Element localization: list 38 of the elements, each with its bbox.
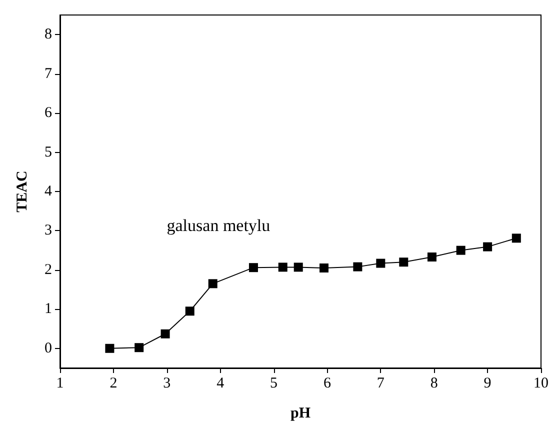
- point: [160, 329, 170, 338]
- y-tick-label: 2: [44, 262, 52, 278]
- point: [353, 262, 362, 272]
- point: [208, 279, 218, 288]
- point: [399, 258, 408, 267]
- y-tick-label: 8: [44, 26, 52, 43]
- x-axis-title: pH: [290, 406, 311, 422]
- point: [185, 306, 194, 316]
- point: [456, 246, 466, 255]
- point: [320, 263, 329, 272]
- point: [512, 234, 521, 243]
- x-tick-label: 3: [163, 376, 171, 392]
- point: [376, 258, 386, 268]
- point: [248, 263, 258, 272]
- y-axis-title: TEAC: [14, 170, 30, 212]
- x-tick-label: 7: [376, 376, 385, 392]
- point: [278, 262, 288, 272]
- point: [483, 242, 492, 252]
- x-tick-label: 2: [110, 376, 118, 392]
- point: [134, 343, 144, 352]
- x-tick-label: 9: [484, 376, 492, 392]
- point: [427, 252, 436, 262]
- x-tick-label: 8: [430, 376, 438, 392]
- y-tick-label: 5: [44, 144, 52, 160]
- point: [105, 344, 114, 353]
- x-tick-label: 6: [323, 376, 332, 392]
- y-tick-label: 6: [44, 105, 52, 122]
- x-tick-label: 10: [534, 376, 548, 392]
- y-tick-label: 3: [44, 222, 52, 239]
- y-tick-label: 7: [44, 66, 52, 82]
- x-tick-label: 5: [270, 376, 278, 392]
- x-tick-label: 4: [216, 376, 225, 392]
- x-tick-label: 1: [56, 376, 64, 392]
- y-tick-label: 4: [44, 184, 52, 200]
- y-tick-label: 0: [44, 340, 52, 356]
- series-label: galusan metylu: [166, 216, 271, 236]
- y-tick-label: 1: [44, 301, 52, 318]
- point: [294, 262, 303, 272]
